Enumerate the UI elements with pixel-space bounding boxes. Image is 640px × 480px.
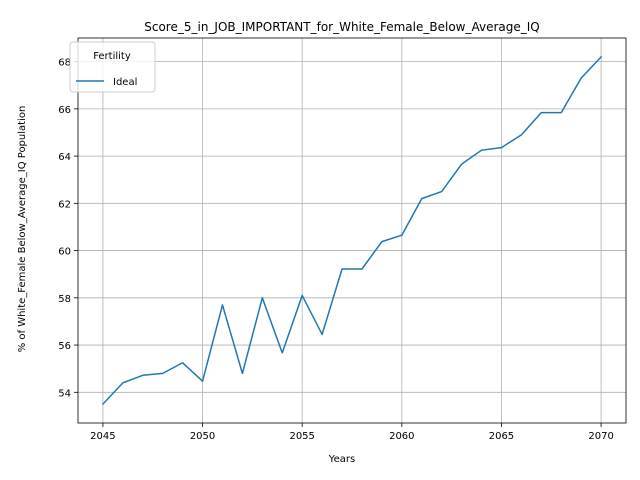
x-tick-label-2055: 2055 <box>289 431 314 442</box>
series-lines <box>101 55 603 406</box>
y-tick-label-54: 54 <box>58 388 71 399</box>
y-tick-label-58: 58 <box>58 294 71 305</box>
y-tick-label-62: 62 <box>58 199 71 210</box>
legend: Fertility Ideal <box>69 41 156 93</box>
y-tick-label-64: 64 <box>58 152 71 163</box>
x-tick-label-2070: 2070 <box>588 431 613 442</box>
x-tick-label-2045: 2045 <box>90 431 115 442</box>
y-tick-label-60: 60 <box>58 247 71 258</box>
x-tick-label-2060: 2060 <box>389 431 414 442</box>
x-tick-label-2065: 2065 <box>489 431 514 442</box>
x-tick-label-2050: 2050 <box>190 431 215 442</box>
axis-ticks: 2045 2050 2055 2060 2065 2070 54 56 58 60 62 64 66 68 <box>58 58 614 442</box>
legend-label-ideal: Ideal <box>113 77 137 88</box>
legend-box <box>69 41 156 93</box>
series-line-ideal <box>101 55 603 406</box>
y-tick-label-68: 68 <box>58 58 71 69</box>
y-tick-label-66: 66 <box>58 105 71 116</box>
plot-area-frame <box>77 37 627 424</box>
y-tick-label-56: 56 <box>58 341 71 352</box>
y-axis-label: % of White_Female Below_Average_IQ Popul… <box>17 106 28 353</box>
chart-title: Score_5_in_JOB_IMPORTANT_for_White_Femal… <box>144 20 540 34</box>
grid-lines <box>78 38 626 423</box>
x-axis-label: Years <box>328 454 355 465</box>
legend-title: Fertility <box>93 51 131 62</box>
